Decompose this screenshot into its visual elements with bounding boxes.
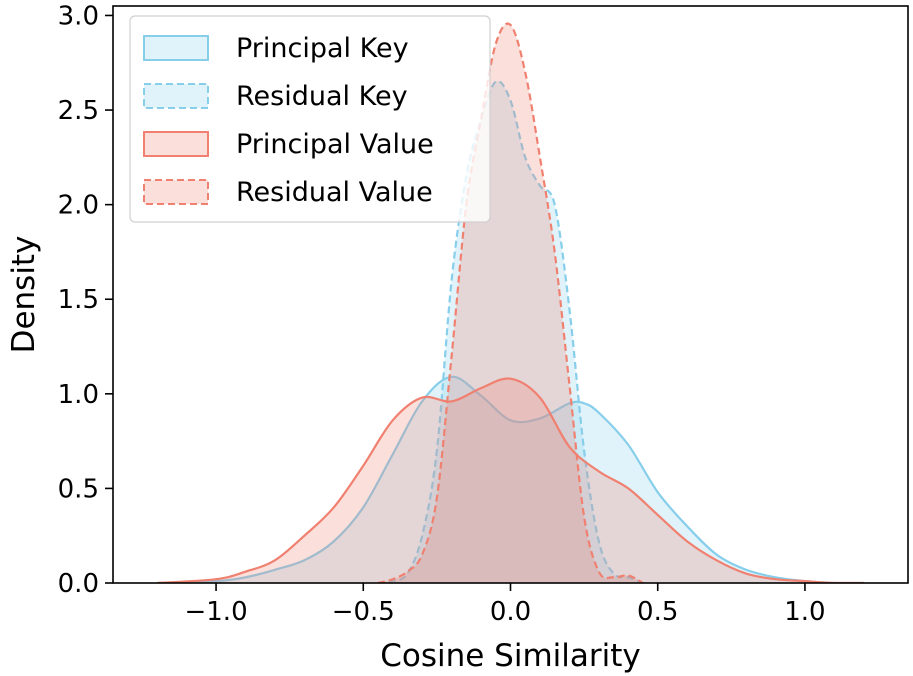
legend: Principal Key Residual Key Principal Value…: [129, 15, 491, 223]
legend-swatch: [143, 179, 209, 205]
y-tick-label: 1.0: [58, 380, 99, 410]
x-tick-label: −0.5: [332, 597, 395, 627]
area-principal-key: [157, 376, 864, 583]
series-layer: [157, 22, 864, 583]
legend-swatch: [143, 83, 209, 109]
legend-entry-label: Principal Key: [236, 33, 409, 64]
y-tick-label: 0.5: [58, 474, 99, 504]
line-principal-value: [157, 377, 864, 583]
legend-swatch: [143, 35, 209, 61]
legend-frame: [129, 15, 491, 223]
legend-entry-label: Residual Key: [236, 81, 408, 112]
legend-entry-label: Principal Value: [236, 129, 434, 160]
line-residual-key: [377, 79, 644, 583]
y-tick-label: 2.0: [58, 191, 99, 221]
y-axis-ticks: 0.0 0.5 1.0 1.5 2.0 2.5 3.0: [58, 1, 113, 599]
legend-swatch: [143, 131, 209, 157]
line-principal-key: [157, 375, 864, 583]
x-tick-label: 1.0: [784, 597, 825, 627]
x-tick-label: 0.0: [490, 597, 531, 627]
area-principal-value: [157, 378, 864, 583]
y-axis-label: Density: [6, 236, 42, 354]
y-tick-label: 1.5: [58, 285, 99, 315]
x-axis-label: Cosine Similarity: [380, 638, 641, 674]
y-tick-label: 3.0: [58, 1, 99, 31]
x-tick-label: −1.0: [184, 597, 247, 627]
y-tick-label: 0.0: [58, 569, 99, 599]
x-axis-ticks: −1.0 −0.5 0.0 0.5 1.0: [184, 583, 826, 627]
y-tick-label: 2.5: [58, 96, 99, 126]
x-tick-label: 0.5: [637, 597, 678, 627]
legend-entry-label: Residual Value: [236, 177, 433, 208]
line-residual-value: [377, 22, 644, 583]
